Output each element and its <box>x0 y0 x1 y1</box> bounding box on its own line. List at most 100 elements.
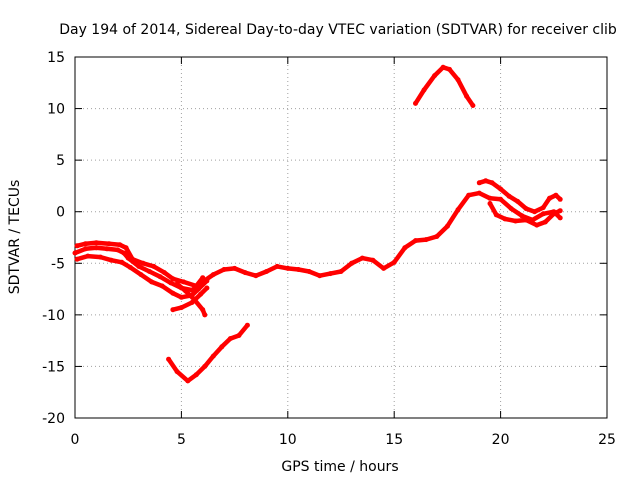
data-point <box>557 215 563 221</box>
data-point <box>183 288 189 294</box>
data-point <box>138 272 144 278</box>
data-point <box>476 180 482 186</box>
data-point <box>440 64 446 70</box>
series-line-arc-high <box>413 65 476 108</box>
data-point <box>483 178 489 184</box>
data-point <box>219 344 225 350</box>
data-point <box>170 290 176 296</box>
data-point <box>338 269 344 274</box>
data-point <box>198 291 204 297</box>
data-point <box>534 222 540 228</box>
data-point <box>542 219 548 225</box>
data-point <box>178 294 184 300</box>
data-point <box>381 265 387 271</box>
y-tick-label: -15 <box>42 359 65 375</box>
data-point <box>210 353 216 359</box>
data-point <box>455 77 461 83</box>
y-tick-label: -10 <box>42 308 65 324</box>
data-point <box>242 270 248 276</box>
data-point <box>157 274 163 280</box>
data-point <box>498 196 504 202</box>
y-tick-label: 0 <box>56 205 65 221</box>
data-point <box>498 186 504 192</box>
data-point <box>253 273 259 279</box>
data-point <box>202 312 208 318</box>
data-point <box>204 285 210 291</box>
data-point <box>181 279 186 285</box>
chart-title: Day 194 of 2014, Sidereal Day-to-day VTE… <box>59 22 617 38</box>
data-point <box>185 378 191 384</box>
data-point <box>444 223 450 229</box>
data-point <box>178 305 184 311</box>
grid-lines <box>75 57 607 418</box>
data-point <box>327 271 333 277</box>
data-point <box>285 265 291 271</box>
axis-ticks: 0 5 10 15 20 25 -20 -15 -10 -5 0 5 10 15 <box>42 50 616 448</box>
x-tick-label: 10 <box>279 432 297 448</box>
series-line-arc-low <box>166 322 250 384</box>
data-point <box>421 87 427 93</box>
data-point <box>523 217 529 223</box>
data-point <box>434 234 440 239</box>
data-point <box>83 246 89 252</box>
data-point <box>136 263 142 269</box>
data-point <box>532 209 538 215</box>
data-point <box>104 246 110 252</box>
data-point <box>423 237 429 243</box>
y-tick-label: -20 <box>42 411 65 427</box>
data-point <box>123 245 129 251</box>
data-point <box>413 100 418 106</box>
data-point <box>547 195 552 201</box>
data-point <box>295 267 301 272</box>
data-point <box>553 192 559 198</box>
data-point <box>93 245 99 251</box>
x-tick-label: 20 <box>492 432 510 448</box>
data-series <box>72 64 563 384</box>
data-point <box>147 269 152 274</box>
data-point <box>519 213 525 219</box>
data-point <box>140 260 146 266</box>
data-point <box>166 356 172 362</box>
data-point <box>108 257 114 263</box>
data-point <box>540 211 546 217</box>
data-point <box>489 180 495 186</box>
data-point <box>317 273 323 279</box>
data-point <box>476 190 482 196</box>
data-point <box>161 270 167 276</box>
data-point <box>149 279 155 285</box>
data-point <box>306 269 312 274</box>
x-tick-label: 15 <box>385 432 403 448</box>
data-point <box>551 211 557 217</box>
data-point <box>557 208 563 214</box>
data-point <box>232 265 238 271</box>
y-tick-label: 5 <box>56 153 65 169</box>
x-tick-label: 25 <box>598 432 616 448</box>
data-point <box>508 206 514 212</box>
data-point <box>244 322 250 328</box>
data-point <box>170 307 176 313</box>
data-point <box>72 250 78 256</box>
data-point <box>274 263 280 269</box>
data-point <box>236 333 242 338</box>
data-point <box>402 245 408 251</box>
data-point <box>370 257 376 263</box>
data-point <box>502 216 508 222</box>
data-point <box>557 196 563 202</box>
data-point <box>227 336 233 342</box>
data-point <box>506 193 512 199</box>
y-tick-label: -5 <box>51 256 65 272</box>
data-point <box>513 218 518 224</box>
x-tick-label: 0 <box>71 432 80 448</box>
data-point <box>130 256 135 262</box>
data-point <box>115 247 121 253</box>
data-point <box>159 283 165 289</box>
data-point <box>432 73 438 79</box>
plot-frame <box>74 56 608 419</box>
data-point <box>83 241 89 247</box>
data-point <box>121 250 127 256</box>
data-point <box>170 276 176 282</box>
data-point <box>349 260 355 266</box>
data-point <box>264 269 269 274</box>
data-point <box>195 286 201 292</box>
